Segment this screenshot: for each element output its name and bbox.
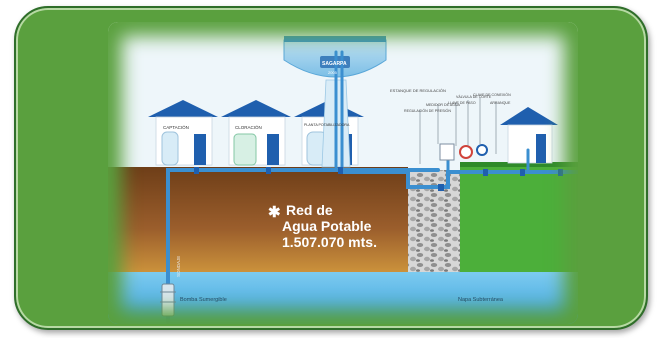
asterisk-icon: ✱ (268, 204, 281, 221)
groundwater-label: Napa Subterránea (458, 297, 504, 303)
callout-5: ARRANQUE (490, 101, 511, 105)
callout-4: CLAVE DE CONEXIÓN (473, 92, 511, 97)
tank-brand-line1: SAGARPA (322, 61, 347, 67)
callout-3: VÁLVULA DE CORTE (456, 95, 492, 99)
callout-0: REGULACIÓN DE PRESIÓN (404, 108, 451, 113)
water-network-diagram: CAPTACIÓN CLORACIÓN PLANTA POTABILIZADOR… (108, 22, 578, 324)
house-cloracion (221, 100, 291, 166)
house-label-planta: PLANTA POTABILIZADORA (304, 123, 350, 127)
submersible-pump (160, 283, 176, 317)
pipe-fittings (194, 167, 563, 191)
title-line2: Agua Potable (282, 218, 372, 234)
house-right (500, 107, 558, 164)
tank-label: ESTANQUE DE REGULACIÓN (390, 88, 446, 93)
soil (108, 167, 408, 279)
meter-valves (439, 143, 488, 161)
callout-lines (419, 98, 497, 164)
callout-1: MEDIDOR DE AGUA (426, 103, 461, 107)
grass (460, 164, 578, 280)
house-captacion (148, 100, 218, 166)
title-line1: Red de (286, 202, 333, 218)
pipe-network (166, 50, 578, 324)
tank-brand-line2: 2005 (328, 70, 338, 75)
callout-2: LLAVE DE PASO (448, 101, 476, 105)
house-label-captacion: CAPTACIÓN (163, 124, 189, 130)
pump-label: Bomba Sumergible (180, 297, 227, 303)
house-label-cloracion: CLORACIÓN (235, 124, 262, 130)
network-length: 1.507.070 mts. (282, 234, 377, 250)
well-label: SONDAJE (176, 256, 181, 277)
aquifer (108, 272, 578, 324)
